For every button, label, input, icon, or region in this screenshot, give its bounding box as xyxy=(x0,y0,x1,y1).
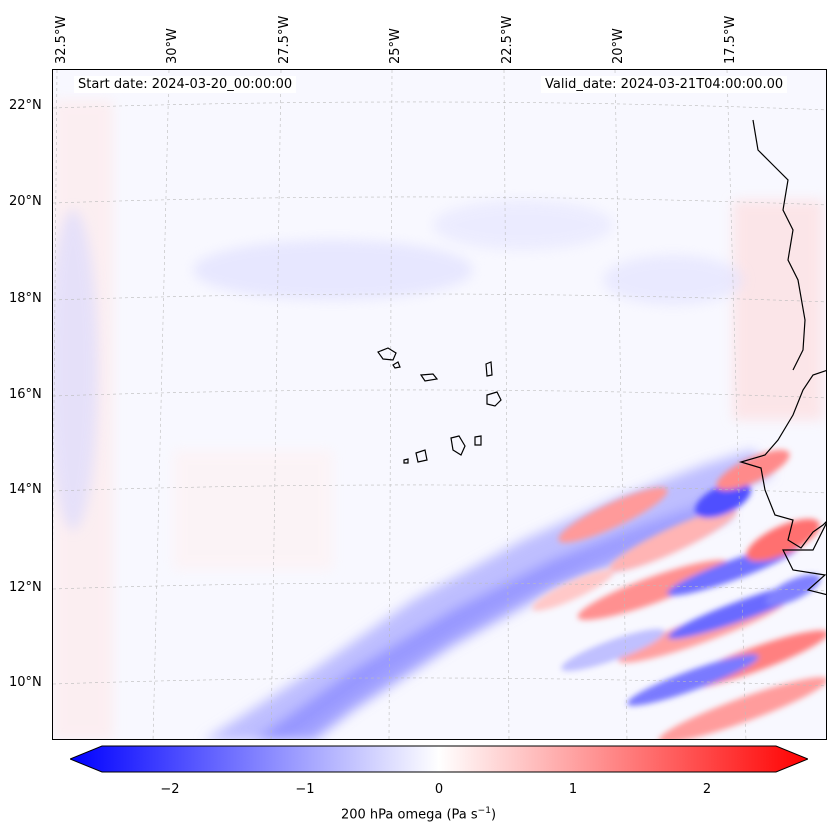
lon-label-17.5w: 17.5°W xyxy=(723,15,738,64)
colorbar-gradient xyxy=(68,745,810,773)
lat-label-16n: 16°N xyxy=(9,387,42,402)
lon-label-27.5w: 27.5°W xyxy=(277,15,292,64)
coastline-north xyxy=(752,119,806,371)
map-panel xyxy=(52,69,827,740)
start-date-label: Start date: 2024-03-20_00:00:00 xyxy=(74,76,297,93)
cape-verde-islands xyxy=(377,347,502,464)
lat-label-12n: 12°N xyxy=(9,580,42,595)
lon-label-32.5w: 32.5°W xyxy=(54,15,69,64)
colorbar-tick-1: 1 xyxy=(568,782,578,797)
colorbar xyxy=(68,745,810,773)
lat-label-14n: 14°N xyxy=(9,482,42,497)
lon-label-30w: 30°W xyxy=(165,28,180,64)
weak-negative-areas xyxy=(53,200,743,530)
omega-field-map xyxy=(53,70,826,739)
lon-label-25w: 25°W xyxy=(388,28,403,64)
colorbar-tick-0: 0 xyxy=(434,782,444,797)
negative-band xyxy=(206,450,773,739)
coastline-africa-south xyxy=(782,522,826,596)
colorbar-tick-neg2: −2 xyxy=(160,782,180,797)
lat-label-22n: 22°N xyxy=(9,98,42,113)
coastline-africa xyxy=(738,370,826,549)
lat-label-20n: 20°N xyxy=(9,194,42,209)
lat-label-18n: 18°N xyxy=(9,291,42,306)
lon-label-20w: 20°W xyxy=(611,28,626,64)
valid-date-label: Valid_date: 2024-03-21T04:00:00.00 xyxy=(541,76,788,93)
colorbar-tick-2: 2 xyxy=(702,782,712,797)
lon-label-22.5w: 22.5°W xyxy=(500,15,515,64)
convective-structures xyxy=(532,449,826,739)
colorbar-title: 200 hPa omega (Pa s−1) xyxy=(340,806,497,823)
graticule xyxy=(53,70,826,739)
lat-label-10n: 10°N xyxy=(9,675,42,690)
colorbar-tick-neg1: −1 xyxy=(295,782,315,797)
